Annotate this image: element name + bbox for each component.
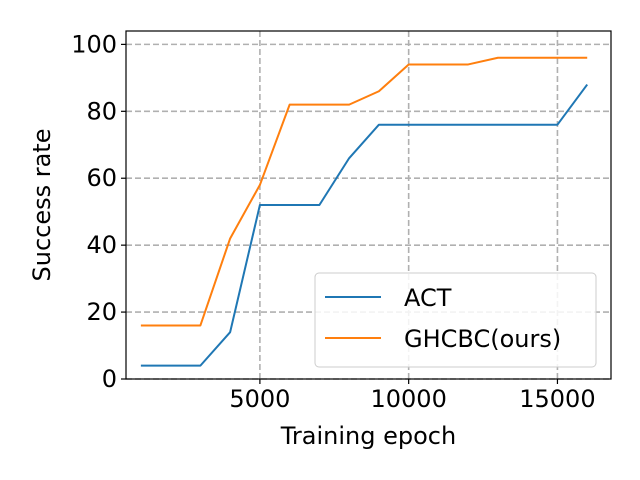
legend-box	[314, 272, 597, 368]
legend-label-1: GHCBC(ours)	[404, 325, 561, 353]
legend: ACT GHCBC(ours)	[314, 272, 597, 368]
data-series	[140, 56, 589, 367]
y-tick-label: 60	[86, 164, 117, 192]
legend-label-0: ACT	[404, 284, 452, 312]
axis-ticks: 5000 10000 15000 0 20 40 60 80 100	[71, 30, 595, 413]
y-tick-label: 20	[86, 298, 117, 326]
x-axis-label: Training epoch	[280, 422, 456, 450]
plot-frame	[125, 30, 612, 380]
series-line-0	[140, 83, 589, 367]
y-tick-label: 0	[102, 365, 117, 393]
x-tick-label: 15000	[519, 385, 595, 413]
y-tick-label: 100	[71, 30, 117, 58]
x-tick-label: 10000	[370, 385, 446, 413]
series-line-1	[140, 56, 588, 327]
y-tick-label: 80	[86, 97, 117, 125]
y-axis-label: Success rate	[28, 129, 56, 282]
y-tick-label: 40	[86, 231, 117, 259]
x-tick-label: 5000	[229, 385, 290, 413]
